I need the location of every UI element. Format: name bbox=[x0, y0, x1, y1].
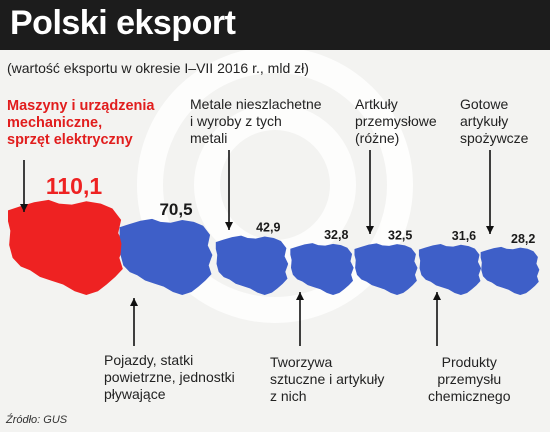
map-bar-plastics bbox=[290, 243, 354, 295]
value-label-chemicals: 31,6 bbox=[452, 229, 476, 243]
label-line: spożywcze bbox=[460, 130, 529, 146]
label-line: z nich bbox=[270, 388, 307, 404]
category-label-vehicles: Pojazdy, statki powietrzne, jednostki pł… bbox=[104, 352, 235, 403]
leader-arrows bbox=[20, 150, 494, 346]
category-label-chemicals: Produkty przemysłu chemicznego bbox=[428, 354, 511, 405]
page-title: Polski eksport bbox=[10, 4, 236, 42]
arrow-food bbox=[486, 150, 494, 234]
label-line: artykuły bbox=[460, 113, 509, 129]
arrow-chemicals bbox=[433, 292, 441, 346]
label-line: i wyroby z tych bbox=[190, 113, 282, 129]
value-labels: 110,1 70,5 42,9 32,8 32,5 31,6 28,2 bbox=[46, 173, 536, 246]
source-note: Źródło: GUS bbox=[6, 414, 68, 426]
category-label-industrial: Artkuły przemysłowe (różne) bbox=[355, 96, 437, 147]
arrow-vehicles bbox=[130, 298, 138, 346]
label-line: przemysłowe bbox=[355, 113, 437, 129]
value-label-plastics: 32,8 bbox=[324, 228, 348, 242]
value-label-metals: 42,9 bbox=[256, 221, 280, 235]
label-line: (różne) bbox=[355, 130, 400, 146]
label-line: powietrzne, jednostki bbox=[104, 369, 235, 385]
category-label-food: Gotowe artykuły spożywcze bbox=[460, 96, 528, 147]
category-label-metals: Metale nieszlachetne i wyroby z tych met… bbox=[190, 96, 322, 147]
map-bar-vehicles bbox=[119, 218, 213, 295]
label-line: Gotowe bbox=[460, 96, 509, 112]
map-bar-machinery bbox=[8, 199, 124, 295]
chart-subtitle: (wartość eksportu w okresie I–VII 2016 r… bbox=[7, 60, 309, 76]
arrow-machinery bbox=[20, 160, 28, 212]
label-line: Metale nieszlachetne bbox=[190, 96, 322, 112]
label-line: Produkty bbox=[441, 354, 497, 370]
value-label-food: 28,2 bbox=[511, 232, 535, 246]
category-label-machinery: Maszyny i urządzenia mechaniczne, sprzęt… bbox=[7, 98, 154, 149]
label-line: Artkuły bbox=[355, 96, 398, 112]
title-bar bbox=[0, 0, 550, 50]
arrow-metals bbox=[225, 150, 233, 230]
category-label-plastics: Tworzywa sztuczne i artykuły z nich bbox=[270, 354, 384, 405]
map-bar-food bbox=[480, 246, 540, 295]
value-label-industrial: 32,5 bbox=[388, 228, 412, 242]
arrow-industrial bbox=[366, 150, 374, 234]
value-label-vehicles: 70,5 bbox=[159, 200, 192, 219]
label-line: Tworzywa bbox=[270, 354, 333, 370]
label-line: metali bbox=[190, 130, 228, 146]
label-line: mechaniczne, bbox=[7, 115, 103, 131]
label-line: Pojazdy, statki bbox=[104, 352, 194, 368]
value-label-machinery: 110,1 bbox=[46, 173, 102, 199]
label-line: sztuczne i artykuły bbox=[270, 371, 385, 387]
label-line: przemysłu bbox=[437, 371, 502, 387]
map-bar-chemicals bbox=[418, 244, 482, 295]
arrow-plastics bbox=[296, 292, 304, 346]
map-bars bbox=[8, 199, 540, 295]
label-line: pływające bbox=[104, 386, 166, 402]
label-line: Maszyny i urządzenia bbox=[7, 98, 155, 114]
label-line: sprzęt elektryczny bbox=[7, 132, 133, 148]
label-line: chemicznego bbox=[428, 388, 511, 404]
